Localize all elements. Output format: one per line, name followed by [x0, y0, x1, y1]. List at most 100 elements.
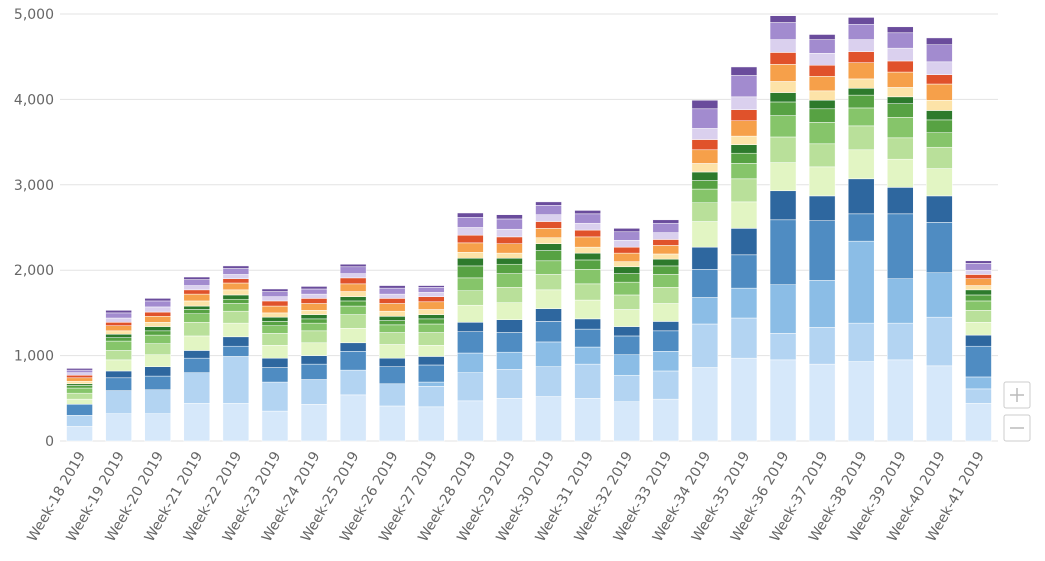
bar-segment [105, 337, 132, 342]
zoom-in[interactable] [1003, 381, 1031, 409]
bar-segment [574, 259, 601, 270]
bar-segment [691, 149, 719, 164]
zoom-out[interactable] [1003, 414, 1031, 442]
bar-segment [769, 64, 797, 82]
bar-segment [965, 345, 992, 378]
bar-segment [378, 383, 406, 407]
bar-segment [691, 139, 719, 151]
bar-segment [691, 100, 719, 110]
bar-segment [457, 217, 484, 228]
bar-segment [574, 229, 601, 238]
bar-segment [418, 386, 445, 408]
bar-segment [965, 274, 992, 279]
bar-segment [613, 309, 640, 327]
bar-segment [574, 346, 601, 365]
bar-segment [652, 274, 680, 288]
bar-segment [535, 228, 562, 238]
bar-segment [887, 359, 914, 442]
bar-segment [300, 293, 328, 299]
bar-segment [378, 310, 406, 317]
bar-segment [222, 294, 250, 300]
bar-segment [105, 322, 132, 326]
bar-segment [574, 363, 601, 399]
bar-segment [261, 367, 289, 383]
bar-segment [965, 294, 992, 302]
bar-segment [691, 108, 719, 129]
bar-segment [613, 261, 640, 268]
bar-segment [769, 136, 797, 163]
bar-segment [183, 335, 211, 351]
bar-segment [808, 76, 836, 92]
bar-segment [457, 372, 484, 402]
bar-segment [769, 359, 797, 442]
bar-segment [457, 227, 484, 236]
bar-segment [887, 71, 914, 88]
bar-segment [457, 265, 484, 279]
bar-segment [418, 287, 445, 293]
bar-segment [808, 39, 836, 54]
bar-segment [66, 415, 93, 427]
bar-segment [769, 22, 797, 40]
bar-segment [965, 322, 992, 336]
bar-segment [926, 195, 953, 223]
bar-segment [378, 298, 406, 304]
bar-segment [808, 220, 836, 281]
bar-segment [339, 283, 367, 292]
bar-segment [183, 309, 211, 315]
bar-segment [769, 284, 797, 334]
bar-segment [535, 260, 562, 275]
bar-segment [652, 245, 680, 255]
bar-segment [652, 222, 680, 233]
bar-segment [378, 405, 406, 442]
bar-segment [887, 213, 914, 279]
bar-segment [496, 273, 523, 288]
bar-segment [652, 351, 680, 372]
bar-segment [457, 290, 484, 306]
bar-segment [691, 367, 719, 442]
bar-segment [730, 66, 758, 76]
bar-segment [105, 330, 132, 335]
bar-segment [808, 108, 836, 123]
bar-segment [691, 188, 719, 203]
bar-segment [378, 285, 406, 289]
bar-segment [574, 210, 601, 215]
bar-segment [574, 283, 601, 301]
bar-segment [144, 316, 171, 323]
bar-segment [535, 243, 562, 251]
bar-segment [105, 359, 132, 372]
bar-segment [261, 345, 289, 359]
bar-segment [887, 96, 914, 104]
bar-segment [183, 350, 211, 359]
bar-segment [769, 81, 797, 93]
bar-segment [847, 88, 875, 96]
bar-segment [66, 368, 93, 371]
bar-segment [222, 274, 250, 279]
bar-segment [105, 350, 132, 361]
bar-segment [144, 354, 171, 367]
bar-segment [261, 381, 289, 412]
bar-segment [769, 190, 797, 221]
bar-segment [847, 361, 875, 442]
bar-segment [144, 322, 171, 327]
bar-segment [887, 87, 914, 98]
bar-segment [183, 313, 211, 323]
bar-segment [808, 195, 836, 221]
bar-segment [730, 109, 758, 122]
bar-segment [535, 274, 562, 291]
bar-segment [808, 166, 836, 197]
bar-segment [808, 34, 836, 40]
bar-segment [535, 366, 562, 397]
bar-segment [300, 314, 328, 320]
bar-segment [769, 52, 797, 65]
bar-segment [769, 162, 797, 192]
bar-segment [496, 228, 523, 238]
bar-segment [652, 370, 680, 400]
bar-segment [144, 343, 171, 355]
bar-segment [926, 44, 953, 63]
bar-segment [300, 310, 328, 315]
bar-segment [457, 252, 484, 259]
bar-segment [535, 396, 562, 442]
bar-segment [300, 363, 328, 380]
bar-segment [730, 178, 758, 203]
